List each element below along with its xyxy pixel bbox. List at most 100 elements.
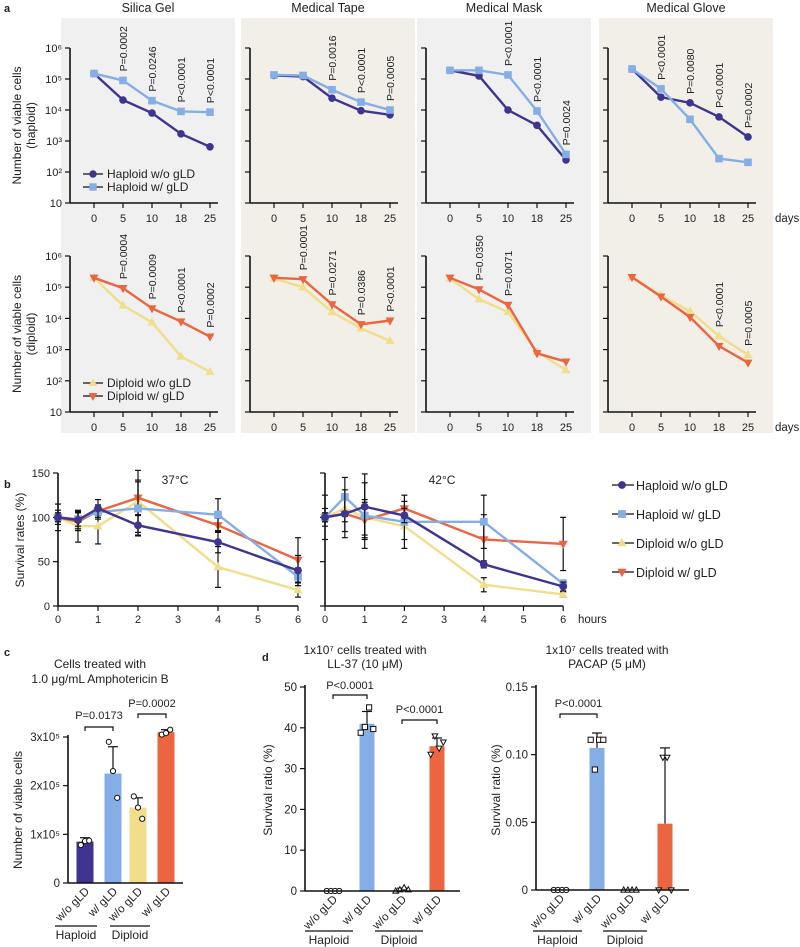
x-tick-label: 10 (146, 422, 158, 434)
data-point (685, 313, 695, 323)
data-point (356, 321, 366, 330)
data-point (446, 66, 454, 75)
bar (589, 747, 605, 890)
chart-title: 1x10⁷ cells treated with (545, 643, 668, 657)
x-tick-label: 10 (326, 213, 338, 225)
y-axis-label: Number of viable cells (11, 751, 25, 869)
p-value-label: P=0.0024 (561, 100, 573, 145)
data-point (714, 342, 724, 352)
p-value-label: P<0.0001 (532, 57, 544, 102)
x-tick-label: 0 (271, 422, 277, 434)
data-point (435, 745, 443, 753)
chart-title: Cells treated with (54, 657, 146, 671)
data-point (479, 517, 488, 526)
x-tick-label: 0 (91, 422, 97, 434)
data-point (293, 584, 303, 594)
x-tick-label: w/o gLD (53, 886, 92, 925)
p-value-label: P=0.0350 (474, 235, 486, 280)
x-tick-label: 10 (326, 422, 338, 434)
x-tick-label: 3 (175, 614, 181, 626)
data-point (148, 96, 156, 105)
data-point (474, 286, 484, 295)
x-tick-label: 1 (95, 614, 101, 626)
data-point (357, 729, 364, 736)
panel-background (417, 18, 591, 433)
bar (76, 841, 94, 883)
x-tick-label: 10 (684, 422, 696, 434)
x-tick-label: 6 (295, 614, 301, 626)
y-tick-label: 30 (284, 764, 297, 776)
data-point (504, 106, 512, 114)
legend-label: Diploid w/ gLD (636, 566, 717, 580)
x-axis-label: days (775, 422, 800, 434)
x-tick-label: 1 (362, 614, 368, 626)
data-point (561, 365, 571, 374)
bar (429, 746, 445, 891)
data-point (479, 560, 488, 569)
data-point (269, 274, 279, 283)
x-tick-label: 5 (120, 422, 126, 434)
p-value-label: P=0.0005 (385, 56, 397, 101)
data-point (105, 738, 112, 745)
panel-background (599, 18, 773, 433)
y-axis-label: Survival ratio (%) (489, 744, 503, 835)
p-value-label: P<0.0001 (714, 62, 726, 107)
y-tick-label: 0 (291, 886, 297, 898)
x-tick-label: 18 (713, 213, 725, 225)
data-point (357, 98, 365, 106)
y-tick-label: 50 (284, 682, 297, 694)
x-tick-label: 4 (481, 614, 487, 626)
data-point (147, 317, 157, 326)
p-value-label: P=0.0002 (743, 83, 755, 128)
data-point (686, 99, 694, 107)
data-point (134, 521, 142, 530)
p-value-label: P<0.0001 (176, 57, 188, 102)
x-tick-label: w/o gLD (370, 894, 409, 933)
p-value-label: P<0.0001 (385, 266, 397, 311)
x-tick-label: 5 (255, 614, 261, 626)
chart-title: Silica Gel (122, 1, 175, 15)
x-tick-label: 25 (204, 213, 216, 225)
data-point (627, 274, 637, 283)
data-point (475, 66, 483, 75)
x-tick-label: 5 (520, 614, 526, 626)
p-value-label: P<0.0001 (176, 267, 188, 312)
p-value-label: P=0.0002 (118, 26, 130, 71)
x-axis-label: hours (578, 614, 607, 626)
data-point (561, 358, 571, 367)
y-tick-label: 150 (32, 468, 50, 480)
data-point (134, 804, 142, 811)
p-value-label: P<0.0001 (356, 48, 368, 93)
chart-title: 1x10⁷ cells treated with (303, 643, 426, 657)
data-point (479, 579, 489, 588)
panel-label-b: b (4, 479, 11, 491)
y-tick-label: 20 (284, 804, 297, 816)
data-point (656, 293, 666, 302)
data-point (657, 85, 665, 93)
legend-label: Haploid w/ gLD (636, 508, 721, 522)
group-label: Haploid (56, 928, 97, 942)
data-point (134, 504, 142, 513)
p-value-label: P=0.0016 (327, 35, 339, 80)
x-tick-label: 5 (300, 213, 306, 225)
data-point (89, 274, 99, 283)
significance-bracket (84, 726, 114, 731)
series-line (57, 507, 299, 578)
data-point (600, 736, 607, 743)
y-tick-label: 10⁶ (45, 43, 62, 55)
data-point (743, 349, 753, 358)
x-tick-label: 25 (560, 422, 572, 434)
data-point (147, 305, 157, 314)
legend-marker (618, 481, 626, 489)
data-point (167, 726, 174, 733)
data-point (663, 754, 671, 762)
y-tick-label: 2x10⁵ (30, 781, 60, 793)
data-point (426, 751, 435, 759)
x-tick-label: w/o gLD (301, 894, 340, 933)
y-tick-label: 10⁶ (45, 251, 62, 263)
legend-label: Diploid w/ gLD (107, 389, 185, 403)
p-value-label: P<0.0001 (326, 680, 373, 692)
y-tick-label: 10 (284, 845, 297, 857)
y-tick-label: 0 (54, 878, 60, 890)
